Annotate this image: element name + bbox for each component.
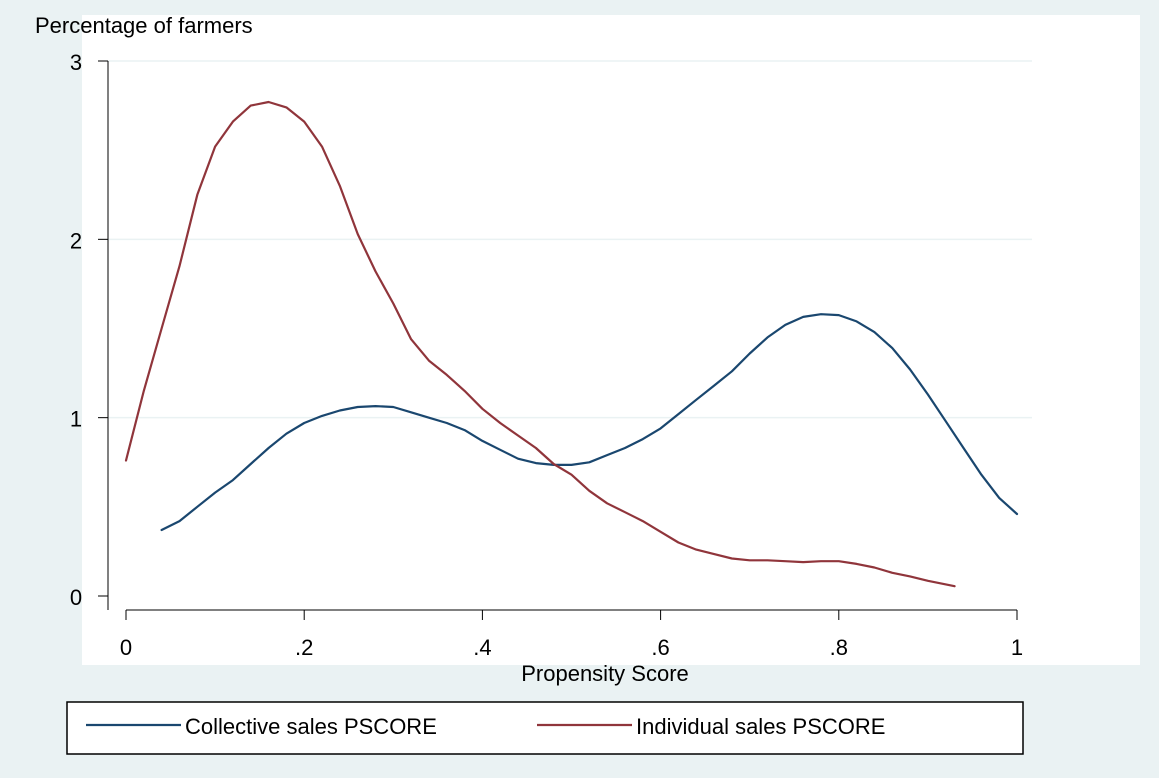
x-axis-title: Propensity Score [521, 661, 689, 686]
legend: Collective sales PSCORE Individual sales … [66, 701, 1024, 755]
gridlines [108, 60, 1032, 419]
y-tick-label: 2 [70, 228, 82, 253]
legend-box [66, 701, 1024, 755]
series-line [124, 100, 956, 588]
x-tick-label: 1 [1011, 635, 1023, 660]
series-line [160, 313, 1019, 532]
series-lines [124, 100, 1019, 588]
x-tick-label: .2 [295, 635, 313, 660]
y-axis-title: Percentage of farmers [35, 13, 253, 38]
legend-label: Individual sales PSCORE [636, 714, 885, 739]
x-tick-label: .8 [830, 635, 848, 660]
plot-region [82, 15, 1140, 665]
axes: 0 1 2 3 0 .2 .4 .6 .8 1 [70, 50, 1023, 660]
legend-label: Collective sales PSCORE [185, 714, 437, 739]
y-tick-label: 3 [70, 50, 82, 75]
y-tick-label: 1 [70, 407, 82, 432]
x-tick-label: 0 [120, 635, 132, 660]
x-tick-label: .6 [651, 635, 669, 660]
x-tick-label: .4 [473, 635, 491, 660]
y-tick-label: 0 [70, 585, 82, 610]
